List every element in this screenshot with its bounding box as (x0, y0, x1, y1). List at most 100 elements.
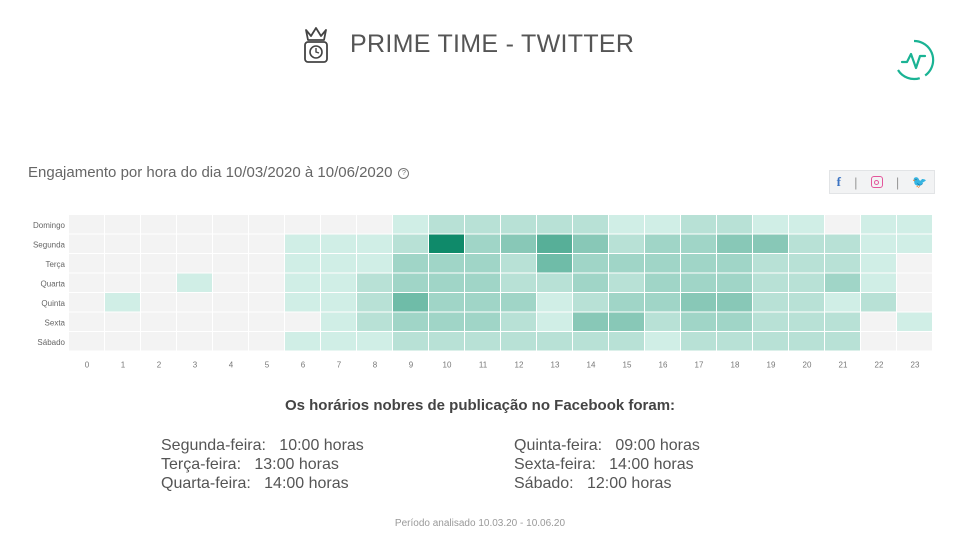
heatmap-cell[interactable] (177, 254, 212, 273)
heatmap-cell[interactable] (861, 254, 896, 273)
heatmap-cell[interactable] (69, 312, 104, 332)
heatmap-cell[interactable] (609, 332, 644, 351)
heatmap-cell[interactable] (537, 234, 572, 254)
heatmap-cell[interactable] (69, 254, 104, 273)
heatmap-cell[interactable] (285, 293, 320, 312)
heatmap-cell[interactable] (177, 293, 212, 312)
heatmap-cell[interactable] (213, 273, 248, 293)
heatmap-cell[interactable] (321, 332, 356, 351)
heatmap-cell[interactable] (897, 332, 932, 351)
heatmap-cell[interactable] (861, 293, 896, 312)
heatmap-cell[interactable] (501, 254, 536, 273)
heatmap-cell[interactable] (213, 254, 248, 273)
heatmap-cell[interactable] (285, 273, 320, 293)
heatmap-cell[interactable] (861, 273, 896, 293)
heatmap-cell[interactable] (573, 234, 608, 254)
heatmap-cell[interactable] (609, 293, 644, 312)
heatmap-cell[interactable] (573, 332, 608, 351)
heatmap-cell[interactable] (537, 254, 572, 273)
heatmap-cell[interactable] (717, 273, 752, 293)
heatmap-cell[interactable] (717, 312, 752, 332)
heatmap-cell[interactable] (357, 273, 392, 293)
heatmap-cell[interactable] (249, 293, 284, 312)
heatmap-cell[interactable] (573, 254, 608, 273)
heatmap-cell[interactable] (393, 273, 428, 293)
heatmap-cell[interactable] (789, 215, 824, 234)
heatmap-cell[interactable] (681, 273, 716, 293)
heatmap-cell[interactable] (609, 273, 644, 293)
heatmap-cell[interactable] (573, 312, 608, 332)
heatmap-cell[interactable] (573, 215, 608, 234)
heatmap-cell[interactable] (141, 312, 176, 332)
heatmap-cell[interactable] (213, 312, 248, 332)
heatmap-cell[interactable] (249, 273, 284, 293)
heatmap-cell[interactable] (897, 293, 932, 312)
heatmap-cell[interactable] (825, 332, 860, 351)
heatmap-cell[interactable] (141, 254, 176, 273)
heatmap-cell[interactable] (285, 254, 320, 273)
heatmap-cell[interactable] (645, 293, 680, 312)
heatmap-cell[interactable] (357, 312, 392, 332)
heatmap-cell[interactable] (321, 312, 356, 332)
heatmap-cell[interactable] (249, 234, 284, 254)
heatmap-cell[interactable] (213, 234, 248, 254)
heatmap-cell[interactable] (465, 215, 500, 234)
heatmap-cell[interactable] (789, 293, 824, 312)
heatmap-cell[interactable] (501, 273, 536, 293)
heatmap-cell[interactable] (717, 234, 752, 254)
heatmap-cell[interactable] (717, 293, 752, 312)
instagram-icon[interactable] (870, 176, 883, 188)
heatmap-cell[interactable] (69, 293, 104, 312)
heatmap-cell[interactable] (861, 332, 896, 351)
heatmap-cell[interactable] (681, 215, 716, 234)
heatmap-cell[interactable] (717, 215, 752, 234)
heatmap-cell[interactable] (213, 215, 248, 234)
heatmap-cell[interactable] (465, 234, 500, 254)
heatmap-cell[interactable] (825, 312, 860, 332)
heatmap-cell[interactable] (501, 215, 536, 234)
heatmap-cell[interactable] (357, 254, 392, 273)
heatmap-cell[interactable] (393, 312, 428, 332)
heatmap-cell[interactable] (753, 234, 788, 254)
heatmap-cell[interactable] (645, 234, 680, 254)
heatmap-cell[interactable] (501, 234, 536, 254)
heatmap-cell[interactable] (105, 332, 140, 351)
heatmap-cell[interactable] (465, 332, 500, 351)
heatmap-cell[interactable] (717, 254, 752, 273)
heatmap-cell[interactable] (573, 273, 608, 293)
heatmap-cell[interactable] (141, 215, 176, 234)
heatmap-cell[interactable] (321, 293, 356, 312)
heatmap-cell[interactable] (537, 332, 572, 351)
heatmap-cell[interactable] (105, 273, 140, 293)
heatmap-cell[interactable] (213, 332, 248, 351)
heatmap-cell[interactable] (177, 332, 212, 351)
heatmap-cell[interactable] (393, 332, 428, 351)
heatmap-cell[interactable] (105, 254, 140, 273)
heatmap-cell[interactable] (861, 234, 896, 254)
heatmap-cell[interactable] (213, 293, 248, 312)
heatmap-cell[interactable] (537, 293, 572, 312)
heatmap-cell[interactable] (753, 312, 788, 332)
heatmap-cell[interactable] (105, 215, 140, 234)
heatmap-cell[interactable] (357, 234, 392, 254)
heatmap-cell[interactable] (753, 293, 788, 312)
heatmap-cell[interactable] (249, 215, 284, 234)
heatmap-cell[interactable] (465, 293, 500, 312)
heatmap-cell[interactable] (357, 293, 392, 312)
heatmap-cell[interactable] (429, 254, 464, 273)
heatmap-cell[interactable] (393, 254, 428, 273)
activity-logo-icon[interactable] (892, 38, 936, 82)
heatmap-cell[interactable] (897, 273, 932, 293)
heatmap-cell[interactable] (285, 312, 320, 332)
heatmap-cell[interactable] (717, 332, 752, 351)
heatmap-cell[interactable] (141, 234, 176, 254)
heatmap-cell[interactable] (393, 293, 428, 312)
heatmap-cell[interactable] (681, 293, 716, 312)
heatmap-cell[interactable] (825, 215, 860, 234)
heatmap-cell[interactable] (357, 332, 392, 351)
heatmap-cell[interactable] (825, 273, 860, 293)
heatmap-cell[interactable] (177, 234, 212, 254)
heatmap-cell[interactable] (897, 254, 932, 273)
heatmap-cell[interactable] (645, 312, 680, 332)
heatmap-cell[interactable] (753, 254, 788, 273)
